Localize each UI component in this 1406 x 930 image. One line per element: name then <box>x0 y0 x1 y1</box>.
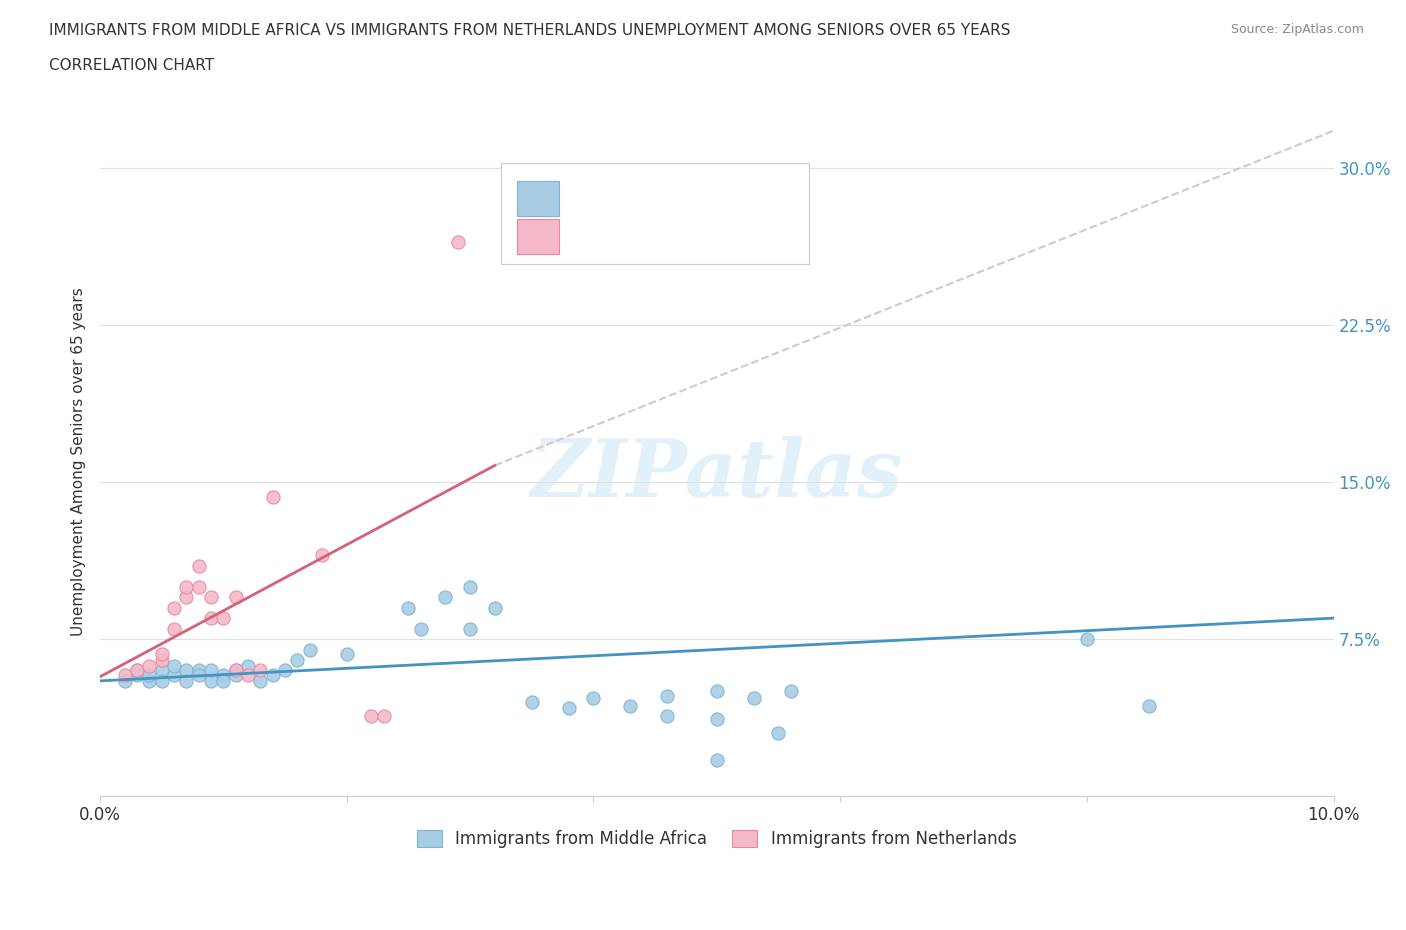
Text: IMMIGRANTS FROM MIDDLE AFRICA VS IMMIGRANTS FROM NETHERLANDS UNEMPLOYMENT AMONG : IMMIGRANTS FROM MIDDLE AFRICA VS IMMIGRA… <box>49 23 1011 38</box>
Point <box>447 234 470 249</box>
Point <box>150 646 173 661</box>
Point <box>742 690 765 705</box>
Point <box>176 590 198 604</box>
Point <box>582 690 605 705</box>
Point <box>176 579 198 594</box>
Point <box>225 663 247 678</box>
Point <box>212 667 235 682</box>
Point <box>163 667 186 682</box>
Point <box>127 663 149 678</box>
Point <box>127 663 149 678</box>
Point <box>212 611 235 626</box>
Point <box>200 663 222 678</box>
Point <box>373 709 395 724</box>
Point <box>657 709 679 724</box>
Point <box>458 579 481 594</box>
Point <box>706 711 728 726</box>
Point <box>262 489 284 504</box>
FancyBboxPatch shape <box>517 181 560 217</box>
Point <box>163 658 186 673</box>
Point <box>657 688 679 703</box>
Point <box>409 621 432 636</box>
Point <box>138 667 160 682</box>
Point <box>176 663 198 678</box>
Point <box>706 684 728 698</box>
Point <box>706 753 728 768</box>
Point <box>187 667 209 682</box>
Text: N = 22: N = 22 <box>686 227 748 245</box>
Point <box>127 667 149 682</box>
Point <box>768 725 790 740</box>
Point <box>187 558 209 573</box>
Point <box>200 590 222 604</box>
Text: CORRELATION CHART: CORRELATION CHART <box>49 58 214 73</box>
Point <box>274 663 297 678</box>
Point <box>187 579 209 594</box>
FancyBboxPatch shape <box>517 219 560 254</box>
Point <box>114 673 136 688</box>
Point <box>187 663 209 678</box>
Point <box>138 673 160 688</box>
Point <box>150 653 173 668</box>
Point <box>200 673 222 688</box>
Point <box>150 673 173 688</box>
Point <box>212 673 235 688</box>
Point <box>236 667 259 682</box>
Point <box>619 698 641 713</box>
Point <box>163 600 186 615</box>
Point <box>225 663 247 678</box>
Point <box>458 621 481 636</box>
Point <box>1076 631 1098 646</box>
Text: Source: ZipAtlas.com: Source: ZipAtlas.com <box>1230 23 1364 36</box>
Point <box>225 590 247 604</box>
Point <box>114 667 136 682</box>
Point <box>558 700 581 715</box>
Legend: Immigrants from Middle Africa, Immigrants from Netherlands: Immigrants from Middle Africa, Immigrant… <box>411 823 1024 855</box>
Point <box>150 663 173 678</box>
Text: N = 36: N = 36 <box>686 188 748 206</box>
Point <box>779 684 801 698</box>
Point <box>484 600 506 615</box>
Point <box>311 548 333 563</box>
Point <box>163 621 186 636</box>
Point <box>336 646 359 661</box>
Y-axis label: Unemployment Among Seniors over 65 years: Unemployment Among Seniors over 65 years <box>72 286 86 635</box>
Point <box>360 709 382 724</box>
Point <box>398 600 420 615</box>
Point <box>236 658 259 673</box>
Point <box>249 663 271 678</box>
Point <box>200 611 222 626</box>
Point <box>520 695 543 710</box>
Point <box>434 590 457 604</box>
Point <box>138 658 160 673</box>
Point <box>249 673 271 688</box>
Text: ZIPatlas: ZIPatlas <box>530 436 903 513</box>
Text: R =  0.218: R = 0.218 <box>567 188 666 206</box>
Point <box>176 673 198 688</box>
Point <box>1137 698 1160 713</box>
Point <box>287 653 309 668</box>
Text: R =  0.307: R = 0.307 <box>567 227 666 245</box>
Point <box>298 642 321 657</box>
Point <box>225 667 247 682</box>
Point <box>262 667 284 682</box>
FancyBboxPatch shape <box>501 164 810 264</box>
